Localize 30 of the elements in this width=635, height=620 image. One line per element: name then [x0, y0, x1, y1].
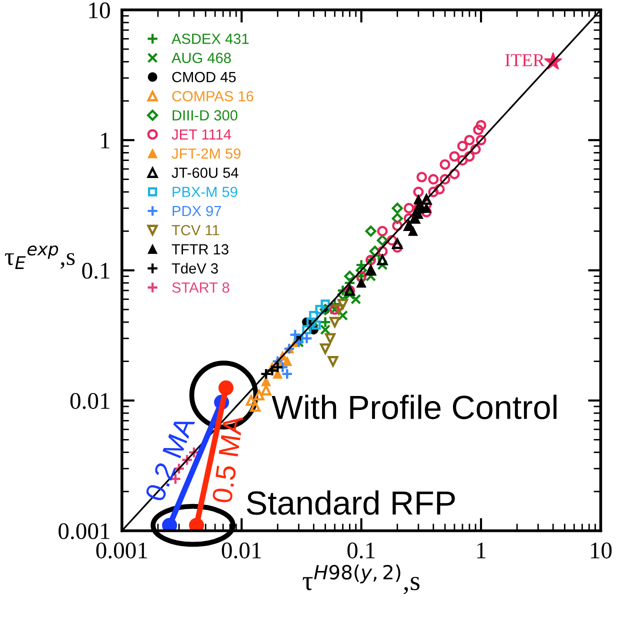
annotation: 0.5 MA — [212, 414, 244, 504]
y-tick-label: 1 — [101, 132, 110, 148]
legend-label: TFTR 13 — [172, 244, 228, 254]
x-tick-label: 1 — [477, 542, 486, 558]
y-tick-label: 0.001 — [58, 523, 110, 540]
annotation: With Profile Control — [272, 394, 556, 420]
annotation: 0.2 MA — [144, 414, 196, 502]
y-axis-title: τ$_{E}$$^{exp}$,s — [4, 245, 75, 269]
legend-label: TdeV 3 — [172, 262, 218, 274]
annotation: Standard RFP — [246, 490, 455, 515]
x-axis-title: τ$^{H98(y,2)}$,s — [302, 564, 420, 594]
legend-label: ASDEX 431 — [172, 34, 249, 44]
legend-label: COMPAS 16 — [172, 91, 254, 102]
legend-label: PBX-M 59 — [172, 186, 238, 198]
y-tick-label: 0.01 — [70, 393, 110, 410]
legend-label: DIII-D 300 — [172, 110, 238, 121]
x-tick-label: 0.1 — [347, 542, 375, 559]
legend-label: JT-60U 54 — [172, 168, 238, 178]
legend-label: PDX 97 — [172, 206, 222, 216]
annotation: ITER — [505, 54, 545, 66]
legend-label: CMOD 45 — [172, 72, 236, 82]
legend-label: START 8 — [172, 282, 230, 293]
legend-label: TCV 11 — [172, 225, 220, 236]
legend-label: AUG 468 — [172, 52, 231, 64]
legend-label: JFT-2M 59 — [172, 148, 241, 159]
y-tick-label: 10 — [89, 2, 110, 18]
x-tick-label: 0.01 — [222, 542, 261, 559]
x-tick-label: 10 — [590, 542, 612, 558]
y-tick-label: 0.1 — [82, 262, 110, 279]
legend-label: JET 1114 — [172, 129, 232, 140]
